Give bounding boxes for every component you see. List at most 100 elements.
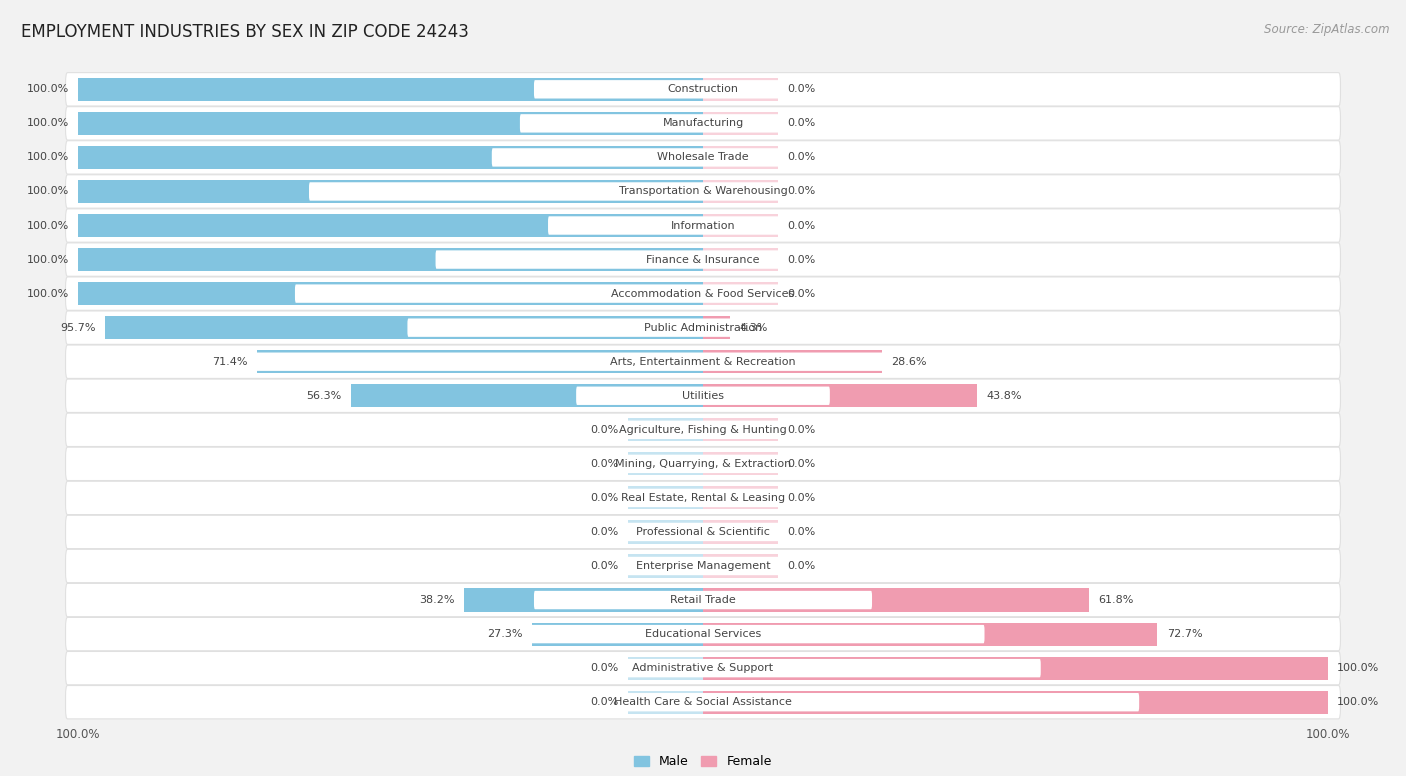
Text: Public Administration: Public Administration <box>644 323 762 333</box>
Text: Transportation & Warehousing: Transportation & Warehousing <box>619 186 787 196</box>
Bar <box>703 78 778 101</box>
Bar <box>703 691 1327 714</box>
Text: 0.0%: 0.0% <box>787 527 815 537</box>
FancyBboxPatch shape <box>66 515 1340 549</box>
Bar <box>79 146 703 169</box>
Bar <box>628 452 703 476</box>
Text: 100.0%: 100.0% <box>27 255 69 265</box>
Bar <box>703 316 730 339</box>
Text: 100.0%: 100.0% <box>27 152 69 162</box>
Bar <box>628 656 703 680</box>
Text: 0.0%: 0.0% <box>787 255 815 265</box>
Text: 100.0%: 100.0% <box>1337 697 1379 707</box>
Text: 71.4%: 71.4% <box>212 357 247 367</box>
Bar <box>79 112 703 135</box>
Text: 0.0%: 0.0% <box>787 561 815 571</box>
Text: 100.0%: 100.0% <box>27 119 69 128</box>
FancyBboxPatch shape <box>66 685 1340 719</box>
FancyBboxPatch shape <box>66 549 1340 583</box>
FancyBboxPatch shape <box>295 489 1111 507</box>
FancyBboxPatch shape <box>534 80 872 99</box>
Bar <box>703 146 778 169</box>
Text: Arts, Entertainment & Recreation: Arts, Entertainment & Recreation <box>610 357 796 367</box>
Text: 61.8%: 61.8% <box>1098 595 1133 605</box>
Bar <box>703 554 778 577</box>
Bar <box>703 588 1090 611</box>
FancyBboxPatch shape <box>436 251 970 268</box>
Bar <box>257 350 703 373</box>
Text: 72.7%: 72.7% <box>1167 629 1202 639</box>
Text: 0.0%: 0.0% <box>591 527 619 537</box>
Bar <box>628 554 703 577</box>
Text: Educational Services: Educational Services <box>645 629 761 639</box>
Text: 0.0%: 0.0% <box>591 424 619 435</box>
Bar <box>628 487 703 510</box>
Text: 0.0%: 0.0% <box>787 289 815 299</box>
FancyBboxPatch shape <box>408 557 998 575</box>
Text: 43.8%: 43.8% <box>986 391 1022 400</box>
Bar <box>533 622 703 646</box>
FancyBboxPatch shape <box>576 386 830 405</box>
Bar <box>703 418 778 442</box>
Text: Source: ZipAtlas.com: Source: ZipAtlas.com <box>1264 23 1389 36</box>
Text: Retail Trade: Retail Trade <box>671 595 735 605</box>
Bar <box>703 452 778 476</box>
Text: 0.0%: 0.0% <box>591 663 619 673</box>
FancyBboxPatch shape <box>267 455 1139 473</box>
FancyBboxPatch shape <box>534 591 872 609</box>
Text: 38.2%: 38.2% <box>419 595 456 605</box>
Bar <box>79 78 703 101</box>
FancyBboxPatch shape <box>66 481 1340 514</box>
Text: Finance & Insurance: Finance & Insurance <box>647 255 759 265</box>
Text: Health Care & Social Assistance: Health Care & Social Assistance <box>614 697 792 707</box>
Text: Wholesale Trade: Wholesale Trade <box>657 152 749 162</box>
Bar <box>79 214 703 237</box>
FancyBboxPatch shape <box>66 106 1340 140</box>
FancyBboxPatch shape <box>66 277 1340 310</box>
FancyBboxPatch shape <box>66 618 1340 651</box>
FancyBboxPatch shape <box>66 652 1340 685</box>
Bar <box>703 282 778 305</box>
FancyBboxPatch shape <box>520 114 886 133</box>
Bar <box>703 656 1327 680</box>
Text: 27.3%: 27.3% <box>488 629 523 639</box>
Text: 0.0%: 0.0% <box>787 152 815 162</box>
Bar <box>79 248 703 271</box>
Text: 0.0%: 0.0% <box>591 459 619 469</box>
Text: 100.0%: 100.0% <box>27 289 69 299</box>
Text: Accommodation & Food Services: Accommodation & Food Services <box>612 289 794 299</box>
Bar <box>79 180 703 203</box>
Bar <box>352 384 703 407</box>
Text: Enterprise Management: Enterprise Management <box>636 561 770 571</box>
Text: Manufacturing: Manufacturing <box>662 119 744 128</box>
Text: Information: Information <box>671 220 735 230</box>
Bar <box>703 487 778 510</box>
Text: 0.0%: 0.0% <box>787 186 815 196</box>
Text: 0.0%: 0.0% <box>787 424 815 435</box>
FancyBboxPatch shape <box>66 345 1340 379</box>
Text: Mining, Quarrying, & Extraction: Mining, Quarrying, & Extraction <box>614 459 792 469</box>
FancyBboxPatch shape <box>66 209 1340 242</box>
Bar <box>703 384 977 407</box>
FancyBboxPatch shape <box>253 352 1153 371</box>
Text: 4.3%: 4.3% <box>740 323 768 333</box>
Bar <box>703 622 1157 646</box>
Bar <box>703 112 778 135</box>
Text: 0.0%: 0.0% <box>787 493 815 503</box>
FancyBboxPatch shape <box>66 243 1340 276</box>
Bar <box>628 521 703 543</box>
Text: 100.0%: 100.0% <box>1337 663 1379 673</box>
Bar <box>628 418 703 442</box>
Text: 100.0%: 100.0% <box>27 85 69 95</box>
Text: 0.0%: 0.0% <box>787 459 815 469</box>
Text: 100.0%: 100.0% <box>27 186 69 196</box>
FancyBboxPatch shape <box>66 73 1340 106</box>
FancyBboxPatch shape <box>295 285 1111 303</box>
Text: 56.3%: 56.3% <box>307 391 342 400</box>
FancyBboxPatch shape <box>66 447 1340 480</box>
FancyBboxPatch shape <box>66 311 1340 345</box>
Text: 0.0%: 0.0% <box>591 561 619 571</box>
FancyBboxPatch shape <box>422 625 984 643</box>
FancyBboxPatch shape <box>267 693 1139 712</box>
Text: Utilities: Utilities <box>682 391 724 400</box>
